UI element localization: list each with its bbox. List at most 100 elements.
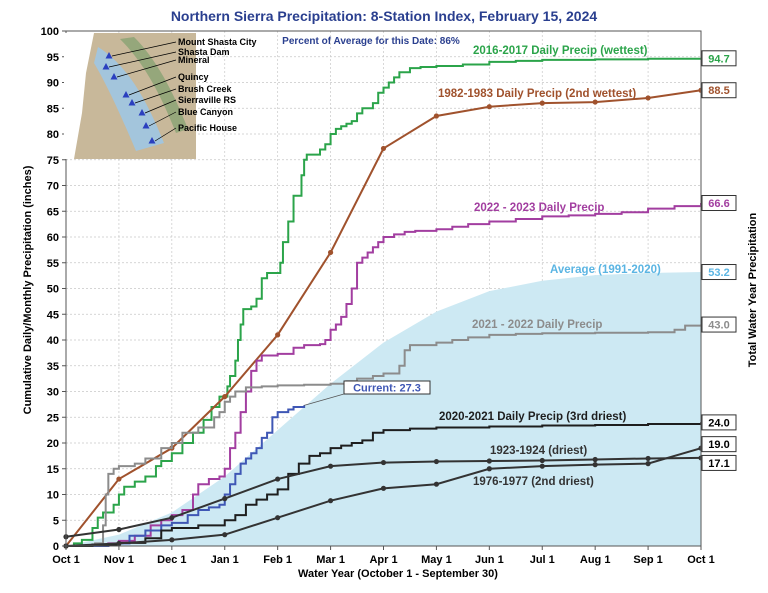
series-point-1976-1977-2nd-driest xyxy=(275,515,281,521)
x-tick-label: Jul 1 xyxy=(530,554,555,566)
station-marker xyxy=(110,73,118,80)
series-point-1976-1977-2nd-driest xyxy=(433,481,440,487)
map-sierra xyxy=(120,37,188,133)
series-label-1976-1977-2nd-driest: 1976-1977 (2nd driest) xyxy=(473,476,594,488)
y-tick-label: 30 xyxy=(47,387,59,399)
station-label: Brush Creek xyxy=(178,84,233,94)
station-label: Shasta Dam xyxy=(178,47,230,57)
y-tick-label: 0 xyxy=(53,541,59,553)
end-value-1923-1924-driest: 17.1 xyxy=(708,458,729,470)
station-label: Sierraville RS xyxy=(178,95,236,105)
station-label: Mount Shasta City xyxy=(178,37,257,47)
series-point-1923-1924-driest xyxy=(169,515,175,521)
series-point-1982-1983-daily-precip-2nd-wettest xyxy=(116,476,122,482)
series-point-1982-1983-daily-precip-2nd-wettest xyxy=(433,113,440,119)
station-label: Blue Canyon xyxy=(178,107,233,117)
end-value-box-2016-2017-daily-precip-wettest xyxy=(701,50,737,67)
end-value-2022-2023-daily-precip: 66.6 xyxy=(708,198,729,210)
y-tick-label: 60 xyxy=(47,232,59,244)
series-point-1976-1977-2nd-driest xyxy=(645,461,651,467)
x-tick-label: Oct 1 xyxy=(687,554,715,566)
y-tick-label: 95 xyxy=(47,52,59,64)
end-value-box-2021-2022-daily-precip xyxy=(701,316,737,333)
x-tick-label: Sep 1 xyxy=(633,554,662,566)
series-point-1923-1924-driest xyxy=(327,463,334,469)
series-point-1982-1983-daily-precip-2nd-wettest xyxy=(222,394,228,400)
percent-of-average: Percent of Average for this Date: 86% xyxy=(282,36,460,47)
y-tick-label: 40 xyxy=(47,335,59,347)
series-point-1976-1977-2nd-driest xyxy=(222,532,228,538)
y-tick-label: 45 xyxy=(47,309,59,321)
series-line-2022-2023-daily-precip xyxy=(66,203,702,547)
series-label-1923-1924-driest: 1923-1924 (driest) xyxy=(490,445,587,457)
x-tick-label: Apr 1 xyxy=(369,554,397,566)
series-point-1923-1924-driest xyxy=(592,456,598,463)
end-value-box-1923-1924-driest xyxy=(701,454,737,471)
series-point-1982-1983-daily-precip-2nd-wettest xyxy=(380,145,387,152)
series-point-1923-1924-driest xyxy=(222,496,228,502)
series-label-average: Average (1991-2020) xyxy=(550,264,661,276)
station-marker xyxy=(142,122,150,129)
station-leader xyxy=(148,111,177,127)
station-marker xyxy=(138,109,146,116)
station-leader xyxy=(144,99,177,114)
series-lines xyxy=(63,57,704,549)
x-tick-label: Dec 1 xyxy=(157,554,186,566)
end-value-1976-1977-2nd-driest: 19.0 xyxy=(708,439,729,451)
y-tick-label: 50 xyxy=(47,284,59,296)
station-leader xyxy=(116,59,177,78)
series-point-1982-1983-daily-precip-2nd-wettest xyxy=(275,332,281,338)
x-tick-label: May 1 xyxy=(421,554,452,566)
current-label: Current: 27.3 xyxy=(353,383,421,395)
station-leader xyxy=(108,51,177,68)
series-labels: 2016-2017 Daily Precip (wettest) 94.7 1982… xyxy=(304,45,737,488)
series-label-2022-2023-daily-precip: 2022 - 2023 Daily Precip xyxy=(474,202,604,214)
station-leader xyxy=(154,127,177,142)
series-point-1923-1924-driest xyxy=(486,458,492,464)
current-pointer xyxy=(304,393,345,406)
y-tick-label: 20 xyxy=(47,438,59,450)
station-leader xyxy=(111,41,177,57)
map-ocean xyxy=(64,33,94,159)
station-marker xyxy=(148,137,156,144)
end-value-2020-2021-daily-precip-3rd-driest: 24.0 xyxy=(708,417,729,429)
station-label: Pacific House xyxy=(178,123,237,133)
station-label: Quincy xyxy=(178,72,209,82)
series-point-1976-1977-2nd-driest xyxy=(539,463,545,469)
x-tick-label: Nov 1 xyxy=(104,554,134,566)
y-tick-label: 35 xyxy=(47,361,59,373)
series-label-1982-1983-daily-precip-2nd-wettest: 1982-1983 Daily Precip (2nd wettest) xyxy=(438,88,636,100)
y-tick-label: 100 xyxy=(41,26,59,38)
y-tick-label: 70 xyxy=(47,181,59,193)
end-value-box-2022-2023-daily-precip xyxy=(701,195,737,212)
series-point-1923-1924-driest xyxy=(433,458,440,465)
x-tick-label: Oct 1 xyxy=(52,554,80,566)
y-tick-label: 55 xyxy=(47,258,59,270)
x-tick-label: Jun 1 xyxy=(475,554,504,566)
series-point-1923-1924-driest xyxy=(275,476,281,482)
y-axis-label: Cumulative Daily/Monthly Precipitation (… xyxy=(22,165,34,414)
series-line-current-27-3 xyxy=(66,405,306,547)
series-point-1976-1977-2nd-driest xyxy=(592,462,598,468)
series-line-2016-2017-daily-precip-wettest xyxy=(66,57,702,547)
average-area xyxy=(66,272,701,546)
end-value-2016-2017-daily-precip-wettest: 94.7 xyxy=(708,53,729,65)
y-tick-label: 10 xyxy=(47,490,59,502)
y-tick-label: 85 xyxy=(47,103,59,115)
y-tick-label: 90 xyxy=(47,78,59,90)
y-tick-label: 15 xyxy=(47,464,59,476)
series-label-2016-2017-daily-precip-wettest: 2016-2017 Daily Precip (wettest) xyxy=(473,45,648,57)
end-value-box-2020-2021-daily-precip-3rd-driest xyxy=(701,414,737,431)
y-tick-label: 5 xyxy=(53,515,59,527)
end-value-2021-2022-daily-precip: 43.0 xyxy=(708,320,729,332)
end-value-box-1982-1983-daily-precip-2nd-wettest xyxy=(701,82,737,99)
series-line-2020-2021-daily-precip-3rd-driest xyxy=(66,422,702,547)
y-tick-label: 25 xyxy=(47,412,59,424)
series-point-1982-1983-daily-precip-2nd-wettest xyxy=(539,100,545,106)
average-area-shape xyxy=(66,272,701,546)
series-label-2021-2022-daily-precip: 2021 - 2022 Daily Precip xyxy=(472,319,602,331)
y-axis-right-label: Total Water Year Precipitation xyxy=(747,212,759,367)
series-point-1982-1983-daily-precip-2nd-wettest xyxy=(486,104,492,110)
end-value-box-average xyxy=(701,264,737,281)
